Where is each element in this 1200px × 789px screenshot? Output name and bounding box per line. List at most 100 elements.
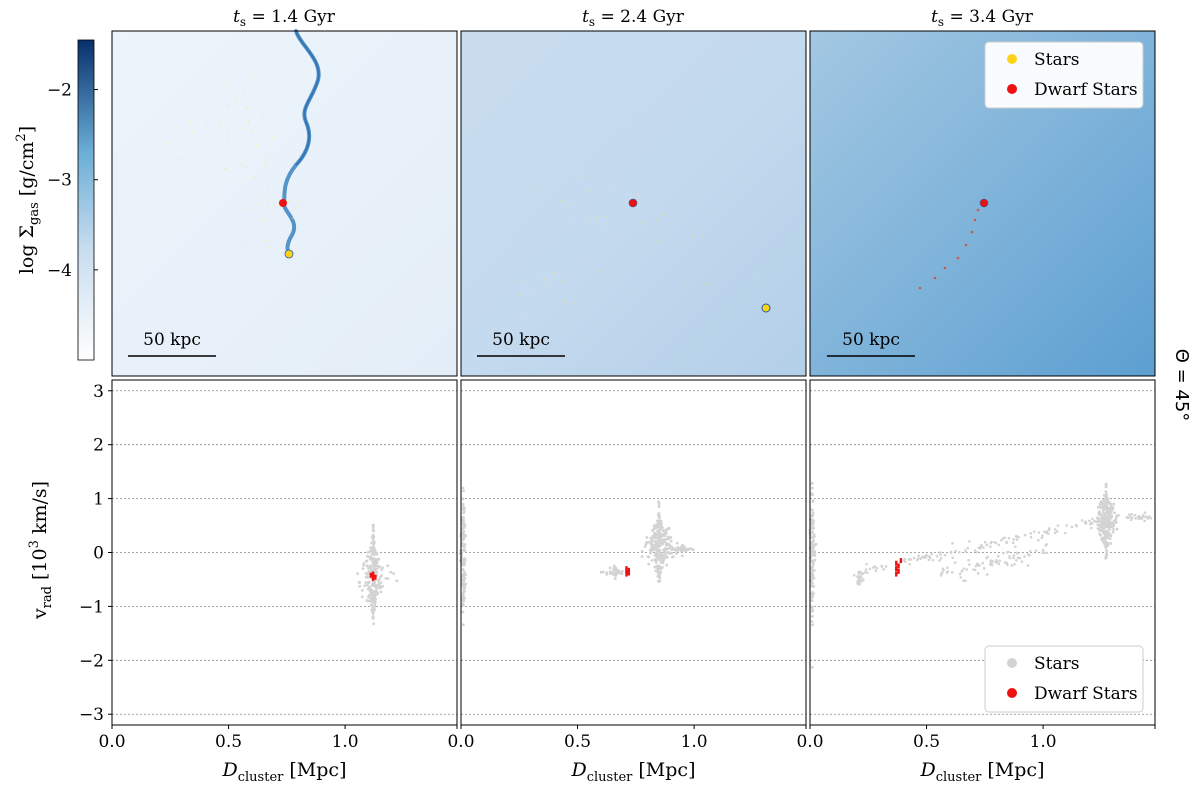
star-point [574, 302, 576, 305]
star-point [1006, 551, 1009, 554]
star-point [1023, 555, 1026, 558]
star-point [379, 590, 383, 594]
dwarf-trail-point [918, 286, 922, 290]
star-point [1102, 540, 1105, 544]
star-point [587, 189, 590, 192]
star-point [371, 593, 375, 597]
top-panel-1: 50 kpc ts = 1.4 Gyr [111, 7, 458, 377]
star-point [1017, 535, 1020, 539]
star-point [461, 497, 465, 501]
star-point [1100, 520, 1103, 524]
star-point [225, 85, 227, 87]
star-point [656, 542, 659, 546]
star-point [1096, 505, 1100, 509]
star-point [1011, 541, 1015, 545]
colorbar-label: log Σgas [g/cm2] [14, 126, 42, 274]
star-point [1129, 518, 1133, 522]
star-point [989, 545, 992, 548]
star-point [810, 570, 814, 573]
star-point [656, 538, 660, 542]
star-point [1101, 502, 1104, 505]
y-tick-label: −2 [79, 651, 104, 671]
star-point [939, 553, 942, 556]
dwarf-point [374, 574, 377, 580]
star-point [1104, 490, 1108, 493]
panel-title-2: ts = 2.4 Gyr [582, 7, 685, 29]
legend-dwarf-marker [1007, 688, 1017, 698]
star-point [658, 573, 661, 576]
star-point [360, 595, 364, 599]
star-point [812, 533, 816, 537]
star-point [810, 543, 814, 547]
star-point [521, 280, 523, 283]
star-point [860, 579, 864, 583]
star-point [262, 116, 265, 118]
star-point [1115, 527, 1119, 531]
y-tick-label: −1 [79, 597, 104, 617]
panel-frame [809, 30, 1156, 377]
star-point [1000, 538, 1003, 542]
star-point [165, 142, 168, 145]
dwarf-point [371, 575, 375, 581]
bottom-panels: 3 2 1 0 −1 −2 −3 0.0 0.5 1.0 0.0 0.5 1.0 0.0 0.5 1.0 [79, 379, 1156, 752]
bottom-xlabel: Dcluster [Mpc] [920, 759, 1045, 785]
star-point [595, 216, 598, 219]
star-point [1001, 537, 1005, 540]
star-point [662, 548, 665, 552]
star-point [667, 551, 671, 554]
star-point [530, 292, 533, 295]
star-point [1029, 535, 1033, 539]
star-point [1088, 519, 1091, 523]
star-point [658, 538, 662, 542]
star-point [810, 578, 814, 582]
star-point [461, 584, 465, 588]
star-point [364, 559, 368, 563]
star-point [1105, 509, 1109, 513]
star-point [1102, 532, 1106, 535]
star-point [461, 599, 465, 602]
star-point [519, 293, 522, 296]
dwarf-trail-point [964, 243, 968, 247]
dwarf-point [895, 566, 898, 572]
star-point [367, 593, 371, 597]
star-point [656, 545, 660, 549]
star-point [373, 605, 377, 608]
star-point [1047, 532, 1050, 536]
star-point [226, 137, 229, 140]
star-point [1103, 515, 1106, 518]
star-point [566, 293, 569, 295]
star-point [917, 554, 920, 558]
star-point [974, 564, 978, 568]
star-point [676, 546, 680, 549]
star-point [1105, 502, 1108, 506]
star-point [291, 217, 294, 220]
star-point [381, 566, 384, 570]
star-point [663, 534, 666, 538]
star-point [1104, 485, 1108, 489]
star-point [358, 580, 362, 584]
star-point [691, 235, 693, 238]
star-point [369, 549, 373, 553]
x-tick-label: 0.5 [913, 732, 940, 752]
star-point [378, 584, 382, 588]
scale-bar-label: 50 kpc [143, 330, 201, 350]
star-point [462, 576, 466, 580]
star-point [864, 568, 868, 571]
star-point [649, 539, 653, 543]
star-point [1037, 531, 1041, 534]
star-point [1097, 517, 1101, 520]
panel-title-3: ts = 3.4 Gyr [931, 7, 1034, 29]
star-point [1002, 551, 1005, 555]
star-point [1047, 528, 1051, 532]
star-point [371, 600, 374, 604]
dwarf-marker [979, 198, 989, 208]
star-point [269, 246, 271, 249]
star-point [608, 566, 612, 570]
star-point [661, 529, 665, 533]
star-point [568, 202, 570, 205]
star-point [368, 546, 372, 550]
star-point [637, 193, 639, 196]
star-point [656, 558, 660, 561]
star-point [946, 566, 949, 569]
star-point [660, 542, 664, 546]
